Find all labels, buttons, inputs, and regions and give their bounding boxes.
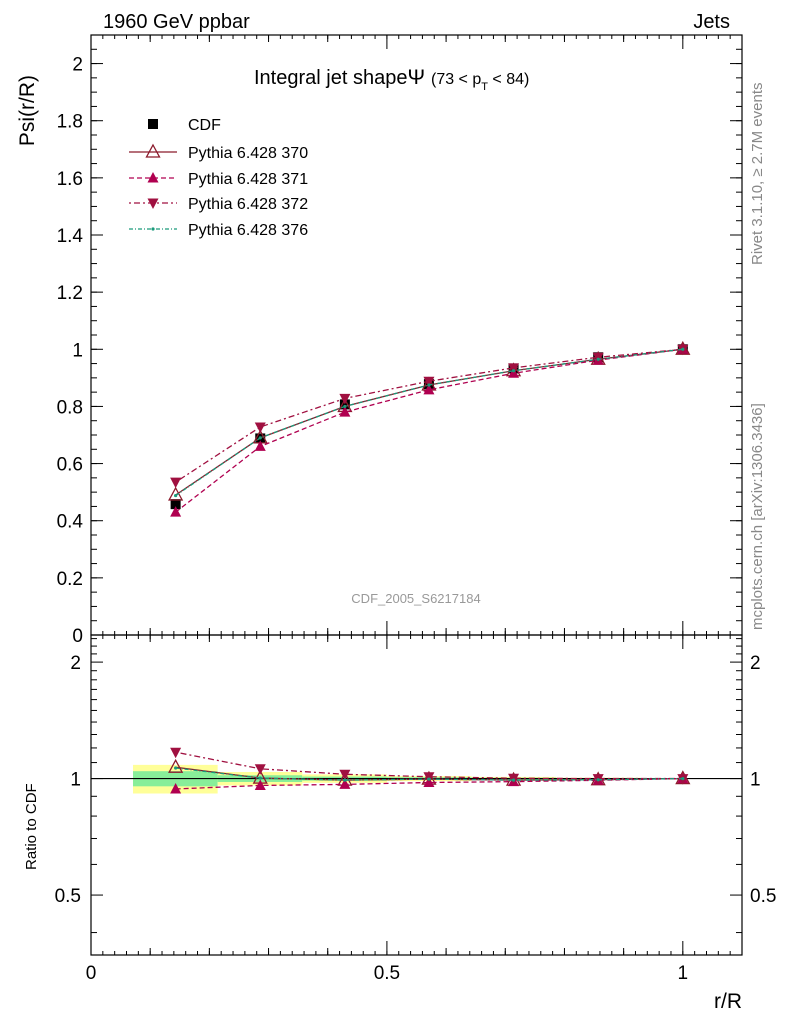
legend-label-p372: Pythia 6.428 372 — [188, 196, 308, 213]
y-tick-label: 0.4 — [57, 512, 84, 533]
ratio-point-p376 — [596, 778, 600, 782]
ratio-y-tick-label: 1 — [70, 770, 81, 791]
data-point-p376 — [258, 436, 262, 440]
header-right-label: Jets — [693, 11, 730, 33]
data-point-p372 — [508, 363, 520, 374]
main-chart-title: Integral jet shapeΨ (73 < pT < 84) — [254, 66, 529, 93]
ratio-point-p372 — [170, 747, 182, 759]
y-tick-label: 0.6 — [57, 455, 83, 476]
y-tick-label: 0.2 — [57, 569, 83, 590]
legend: CDF Pythia 6.428 370 Pythia 6.428 371 Pythi… — [129, 117, 308, 239]
ratio-point-p370 — [168, 758, 184, 773]
ratio-y-tick-label-right: 2 — [750, 653, 761, 674]
analysis-watermark: CDF_2005_S6217184 — [351, 591, 480, 606]
data-point-p376 — [596, 357, 600, 361]
ratio-y-tick-label-right: 1 — [750, 770, 761, 791]
series-line-p372 — [175, 348, 683, 483]
y-tick-label: 1.4 — [57, 226, 84, 247]
data-point-p372 — [339, 393, 351, 405]
legend-label-p370: Pythia 6.428 370 — [188, 145, 308, 162]
legend-marker-p370 — [145, 143, 161, 158]
data-point-p371 — [423, 383, 435, 395]
series-line-p376 — [175, 348, 683, 497]
ratio-point-p371 — [339, 778, 351, 789]
legend-marker-p372 — [147, 198, 159, 209]
data-point-p376 — [511, 369, 516, 373]
ratio-point-p376 — [681, 776, 685, 781]
ratio-frame — [90, 634, 743, 956]
x-tick-label: 1 — [678, 963, 689, 984]
header-left-label: 1960 GeV ppbar — [103, 11, 250, 33]
ratio-panel: 0.5 0.5 1 1 2 2 0 0.5 1 Ratio to CDF r/R — [23, 634, 776, 1013]
legend-marker-p376 — [151, 227, 155, 231]
data-point-p371 — [170, 506, 182, 517]
ratio-point-p371 — [170, 782, 182, 794]
y-tick-label: 2 — [72, 55, 83, 76]
data-point-p372 — [423, 376, 435, 388]
legend-label-p371: Pythia 6.428 371 — [188, 171, 308, 188]
legend-label-p376: Pythia 6.428 376 — [188, 222, 308, 239]
ratio-point-p376 — [258, 776, 262, 780]
ratio-point-p371 — [254, 779, 266, 790]
y-tick-label: 1.8 — [57, 112, 83, 133]
data-point-p376 — [681, 347, 685, 351]
ratio-point-p376 — [343, 778, 347, 782]
ratio-point-p372 — [254, 764, 266, 775]
data-point-p372 — [254, 422, 266, 433]
y-tick-label: 1.2 — [57, 283, 83, 304]
main-y-axis-label: Psi(r/R) — [16, 75, 39, 146]
ratio-point-p376 — [511, 778, 516, 782]
legend-marker-cdf — [148, 119, 158, 129]
ratio-y-axis-label: Ratio to CDF — [23, 783, 40, 870]
mcplots-credit-label: mcplots.cern.ch [arXiv:1306.3436] — [749, 403, 766, 630]
data-point-p376 — [174, 493, 178, 498]
data-point-cdf — [170, 499, 181, 510]
data-point-p371 — [254, 440, 266, 451]
y-tick-label: 1.6 — [57, 169, 83, 190]
legend-marker-p371 — [147, 172, 159, 183]
series-line-p371 — [175, 348, 683, 513]
data-point-p376 — [343, 404, 347, 409]
main-plot-area: 0 0.2 0.4 0.6 0.8 1 1.2 1.4 1.6 1.8 2 — [57, 34, 743, 647]
legend-label-cdf: CDF — [188, 117, 221, 134]
x-tick-label: 0 — [86, 963, 97, 984]
y-tick-label: 0 — [72, 626, 83, 647]
main-panel: 0 0.2 0.4 0.6 0.8 1 1.2 1.4 1.6 1.8 2 CDF_2005_S62… — [16, 34, 743, 647]
ratio-point-p376 — [174, 766, 178, 770]
ratio-point-p376 — [427, 777, 431, 781]
data-point-p372 — [170, 477, 182, 489]
rivet-version-label: Rivet 3.1.10, ≥ 2.7M events — [749, 83, 766, 266]
ratio-y-tick-label: 0.5 — [55, 886, 81, 907]
y-tick-label: 0.8 — [57, 397, 83, 418]
ratio-point-p372 — [339, 769, 351, 781]
ratio-y-tick-label-right: 0.5 — [750, 886, 776, 907]
data-point-p376 — [427, 383, 431, 387]
x-tick-label: 0.5 — [374, 963, 400, 984]
x-axis-label: r/R — [714, 990, 742, 1013]
ratio-y-tick-label: 2 — [70, 653, 81, 674]
series-line-p370 — [175, 348, 683, 496]
data-point-p371 — [339, 406, 351, 417]
y-tick-label: 1 — [72, 340, 83, 361]
ratio-plot-area: 0.5 0.5 1 1 2 2 0 0.5 1 — [55, 634, 776, 984]
